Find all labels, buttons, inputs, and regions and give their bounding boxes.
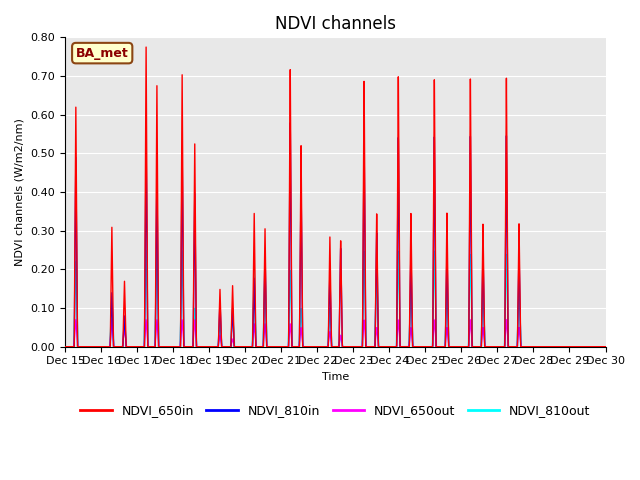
NDVI_650in	[177, 311, 184, 316]
NDVI_650out	[177, 336, 184, 342]
Title: NDVI channels: NDVI channels	[275, 15, 396, 33]
NDVI_650out	[72, 317, 79, 323]
NDVI_650in	[602, 344, 609, 349]
NDVI_810out	[410, 344, 418, 349]
NDVI_650out	[410, 344, 418, 349]
NDVI_810out	[171, 344, 179, 349]
Line: NDVI_650in: NDVI_650in	[65, 47, 605, 347]
NDVI_650in	[142, 44, 150, 50]
NDVI_810in	[486, 344, 494, 349]
NDVI_650out	[61, 344, 69, 349]
NDVI_810in	[61, 344, 69, 349]
NDVI_650out	[602, 344, 609, 349]
NDVI_810out	[264, 344, 271, 349]
NDVI_810in	[602, 344, 609, 349]
NDVI_810in	[177, 328, 184, 334]
NDVI_810in	[264, 344, 271, 349]
Legend: NDVI_650in, NDVI_810in, NDVI_650out, NDVI_810out: NDVI_650in, NDVI_810in, NDVI_650out, NDV…	[76, 399, 595, 422]
NDVI_810out	[602, 344, 609, 349]
NDVI_650out	[600, 344, 607, 349]
NDVI_810in	[600, 344, 607, 349]
X-axis label: Time: Time	[322, 372, 349, 382]
NDVI_810in	[171, 344, 179, 349]
NDVI_810in	[410, 344, 418, 349]
NDVI_810in	[287, 120, 294, 126]
NDVI_810out	[61, 344, 69, 349]
Line: NDVI_650out: NDVI_650out	[65, 320, 605, 347]
NDVI_650in	[61, 344, 69, 349]
NDVI_650out	[264, 344, 271, 349]
NDVI_650in	[410, 344, 418, 349]
NDVI_650out	[171, 344, 179, 349]
Line: NDVI_810in: NDVI_810in	[65, 123, 605, 347]
NDVI_650in	[264, 344, 271, 349]
NDVI_810out	[600, 344, 607, 349]
NDVI_650in	[171, 344, 179, 349]
Text: BA_met: BA_met	[76, 47, 129, 60]
NDVI_650out	[486, 344, 494, 349]
NDVI_650in	[600, 344, 607, 349]
Line: NDVI_810out: NDVI_810out	[65, 251, 605, 347]
Y-axis label: NDVI channels (W/m2/nm): NDVI channels (W/m2/nm)	[15, 118, 25, 266]
NDVI_650in	[486, 344, 494, 349]
NDVI_810out	[486, 344, 494, 349]
NDVI_810out	[142, 248, 150, 253]
NDVI_810out	[177, 317, 184, 323]
